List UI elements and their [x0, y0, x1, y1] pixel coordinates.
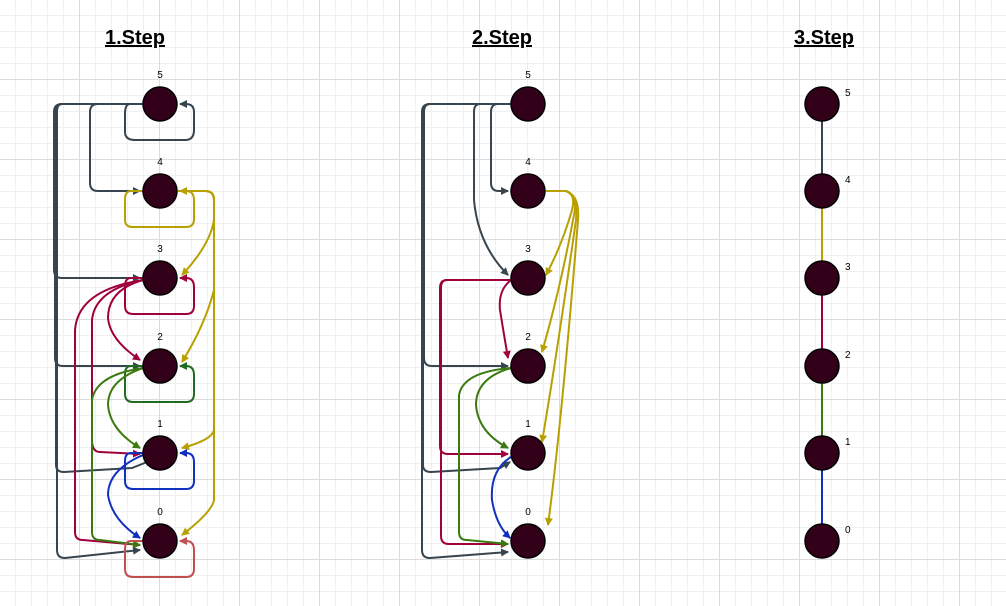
edge-4-3: [178, 190, 215, 276]
edge-4-4: [124, 187, 195, 228]
step2-label-1: 1: [525, 419, 531, 430]
step1-node-0: [142, 523, 178, 559]
step3-node-4: [804, 173, 840, 209]
edge-2-0: [91, 367, 144, 549]
step3-title: 3.Step: [794, 27, 854, 49]
step2-node-2: [510, 348, 546, 384]
step3-node-2: [804, 348, 840, 384]
edge-3-0: [440, 279, 511, 548]
edge-4-1: [178, 190, 215, 451]
step2-node-3: [510, 260, 546, 296]
step1-label-3: 3: [157, 244, 163, 255]
step3-node-3: [804, 260, 840, 296]
step1-label-1: 1: [157, 419, 163, 430]
edge-3-1: [91, 279, 144, 458]
step3-label-0: 0: [845, 525, 851, 536]
edge-5-0: [421, 103, 511, 560]
step3-diagram: 5 4 3 2 1 0: [804, 86, 851, 559]
step1-label-2: 2: [157, 332, 163, 343]
step3-label-5: 5: [845, 88, 851, 99]
edge-5-4: [490, 103, 511, 195]
edge-1-0: [106, 454, 144, 539]
step2-title: 2.Step: [472, 27, 532, 49]
step2-label-3: 3: [525, 244, 531, 255]
edge-2-1: [106, 367, 144, 449]
step2-node-0: [510, 523, 546, 559]
step2-label-4: 4: [525, 157, 531, 168]
step1-node-2: [142, 348, 178, 384]
step1-label-0: 0: [157, 507, 163, 518]
step3-label-2: 2: [845, 350, 851, 361]
edge-5-4: [89, 103, 143, 195]
step1-title: 1.Step: [105, 27, 165, 49]
step1-diagram: 5 4 3 2 1 0: [53, 70, 215, 578]
step1-node-5: [142, 86, 178, 122]
step3-node-5: [804, 86, 840, 122]
edge-2-1: [474, 367, 512, 449]
edge-4-0: [178, 190, 215, 536]
edge-3-3: [124, 274, 195, 315]
step1-node-4: [142, 173, 178, 209]
edge-2-0: [458, 367, 512, 548]
step2-label-5: 5: [525, 70, 531, 81]
edge-3-2: [106, 279, 144, 361]
edge-5-1: [422, 103, 511, 474]
step1-label-4: 4: [157, 157, 163, 168]
edge-0-0: [124, 537, 195, 578]
edge-5-1: [55, 103, 153, 474]
edge-4-2: [178, 190, 215, 363]
edge-1-1: [124, 449, 195, 490]
step3-label-3: 3: [845, 262, 851, 273]
step2-diagram: 5 4 3 2 1 0: [421, 70, 580, 560]
step1-node-3: [142, 260, 178, 296]
edge-5-2: [423, 103, 511, 370]
step1-node-1: [142, 435, 178, 471]
step3-node-1: [804, 435, 840, 471]
edge-1-0: [490, 456, 512, 539]
step2-label-0: 0: [525, 507, 531, 518]
step2-node-1: [510, 435, 546, 471]
step3-label-4: 4: [845, 175, 851, 186]
edge-5-5: [124, 100, 195, 141]
step2-node-5: [510, 86, 546, 122]
step2-label-2: 2: [525, 332, 531, 343]
edge-4-0: [544, 190, 580, 526]
edge-3-2: [498, 279, 512, 359]
step2-node-4: [510, 173, 546, 209]
edge-5-2: [54, 103, 143, 370]
step1-label-5: 5: [157, 70, 163, 81]
step3-node-0: [804, 523, 840, 559]
edge-5-0: [56, 103, 143, 560]
edge-3-0: [74, 279, 144, 549]
edge-2-2: [124, 362, 195, 403]
step3-label-1: 1: [845, 437, 851, 448]
